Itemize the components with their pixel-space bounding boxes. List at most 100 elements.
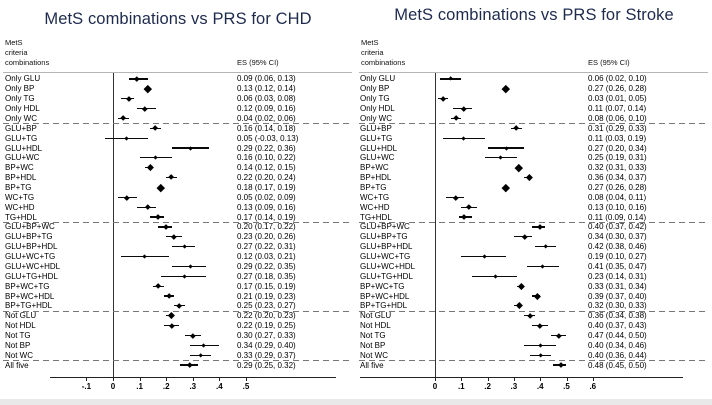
point-marker [190, 332, 196, 339]
x-axis-tick [113, 377, 114, 381]
group-separator-line [3, 310, 352, 312]
point-marker [163, 224, 169, 230]
row-label: GLU+BP+TG [5, 232, 53, 242]
row-label: GLU+WC+HDL [360, 261, 416, 271]
es-value: 0.34 (0.30, 0.37) [588, 232, 647, 242]
es-value: 0.25 (0.19, 0.31) [588, 153, 647, 163]
row-label: Only HDL [5, 104, 40, 114]
x-axis-tick [592, 377, 594, 381]
row-label: GLU+HDL [5, 143, 43, 153]
row-label: GLU+BP+WC [5, 222, 55, 232]
x-axis-tick [540, 377, 542, 381]
es-value: 0.17 (0.14, 0.19) [237, 212, 296, 222]
point-marker [453, 194, 459, 200]
es-value: 0.29 (0.22, 0.35) [237, 261, 296, 271]
point-marker [503, 145, 509, 151]
es-column-header: ES (95% CI) [237, 58, 279, 67]
es-value: 0.17 (0.15, 0.19) [237, 281, 296, 291]
point-marker [120, 115, 127, 122]
es-value: 0.23 (0.20, 0.26) [237, 232, 296, 242]
row-label: WC+HD [5, 202, 35, 212]
point-marker [515, 302, 523, 310]
row-label: GLU+WC [360, 153, 395, 163]
row-label: BP+WC [5, 163, 34, 173]
point-marker [498, 155, 503, 160]
es-value: 0.27 (0.20, 0.34) [588, 143, 647, 153]
group-separator-line [3, 360, 352, 362]
plot-area-chd: Only GLU 0.09 (0.06, 0.13) Only BP 0.13 (0.… [3, 73, 352, 391]
criteria-header: MetS criteria combinations [5, 38, 50, 67]
row-label: WC+HD [360, 202, 390, 212]
x-axis-tick-label: .3 [189, 382, 197, 391]
es-value: 0.33 (0.31, 0.34) [588, 281, 647, 291]
es-value: 0.20 (0.17, 0.22) [237, 222, 296, 232]
x-axis-tick [566, 377, 568, 381]
es-value: 0.13 (0.10, 0.16) [588, 202, 647, 212]
panel-chd: MetS combinations vs PRS for CHD MetS cr… [3, 10, 352, 391]
group-separator-line [3, 123, 352, 125]
es-value: 0.08 (0.06, 0.10) [588, 113, 647, 123]
point-marker [155, 214, 162, 220]
es-value: 0.13 (0.09, 0.16) [237, 202, 296, 212]
point-marker [188, 264, 193, 269]
point-marker [526, 312, 533, 319]
x-axis-tick [166, 377, 168, 381]
es-value: 0.12 (0.03, 0.21) [237, 252, 296, 262]
es-value: 0.08 (0.04, 0.11) [588, 192, 647, 202]
group-separator-line [359, 360, 708, 362]
es-value: 0.03 (0.01, 0.05) [588, 94, 647, 104]
chart-title-stroke: MetS combinations vs PRS for Stroke [394, 6, 674, 24]
es-value: 0.04 (0.02, 0.06) [237, 113, 296, 123]
row-label: Not GLU [5, 311, 37, 321]
x-axis-tick-label: .4 [216, 382, 223, 391]
es-value: 0.41 (0.35, 0.47) [588, 261, 647, 271]
row-label: GLU+TG+HDL [5, 271, 58, 281]
es-column-header: ES (95% CI) [588, 58, 630, 67]
row-label: Only TG [5, 94, 35, 104]
es-value: 0.39 (0.37, 0.40) [588, 291, 647, 301]
point-marker [146, 164, 154, 172]
row-label: BP+TG+HDL [5, 301, 53, 311]
es-value: 0.11 (0.07, 0.14) [588, 104, 647, 114]
group-separator-line [359, 123, 708, 125]
es-value: 0.40 (0.37, 0.42) [588, 222, 647, 232]
es-value: 0.25 (0.23, 0.27) [237, 301, 296, 311]
x-axis-tick [139, 377, 141, 381]
point-marker [538, 343, 543, 348]
row-label: BP+TG [5, 182, 32, 192]
point-marker [168, 322, 175, 329]
row-label: GLU+WC+HDL [5, 261, 61, 271]
point-marker [201, 343, 206, 348]
zero-reference-line [435, 73, 436, 377]
row-label: Not WC [360, 350, 388, 360]
point-marker [165, 292, 172, 300]
point-marker [537, 224, 543, 230]
es-value: 0.23 (0.14, 0.31) [588, 271, 647, 281]
row-label: GLU+BP+HDL [360, 242, 413, 252]
zero-reference-line [113, 73, 114, 377]
es-value: 0.32 (0.30, 0.33) [588, 301, 647, 311]
x-axis-tick-label: .1 [136, 382, 143, 391]
point-marker [123, 194, 129, 200]
es-value: 0.11 (0.09, 0.14) [588, 212, 647, 222]
es-value: 0.12 (0.09, 0.16) [237, 104, 296, 114]
x-axis-tick-label: -.1 [81, 382, 92, 391]
es-value: 0.06 (0.02, 0.10) [588, 74, 647, 84]
panel-stroke: MetS combinations vs PRS for Stroke MetS… [356, 0, 712, 405]
point-marker [182, 244, 188, 249]
row-label: WC+TG [360, 192, 390, 202]
point-marker [502, 183, 510, 192]
point-marker [448, 76, 454, 82]
es-value: 0.19 (0.10, 0.27) [588, 252, 647, 262]
row-label: GLU+TG [360, 133, 393, 143]
row-label: Only WC [360, 113, 392, 123]
row-label: All five [360, 360, 384, 370]
es-value: 0.30 (0.27, 0.33) [237, 330, 296, 340]
row-label: GLU+BP [5, 123, 37, 133]
row-label: BP+WC+HDL [5, 291, 55, 301]
header-rule [359, 72, 708, 73]
es-value: 0.33 (0.29, 0.37) [237, 350, 296, 360]
row-label: GLU+BP+TG [360, 232, 408, 242]
point-marker [452, 115, 460, 122]
point-marker [555, 332, 562, 339]
